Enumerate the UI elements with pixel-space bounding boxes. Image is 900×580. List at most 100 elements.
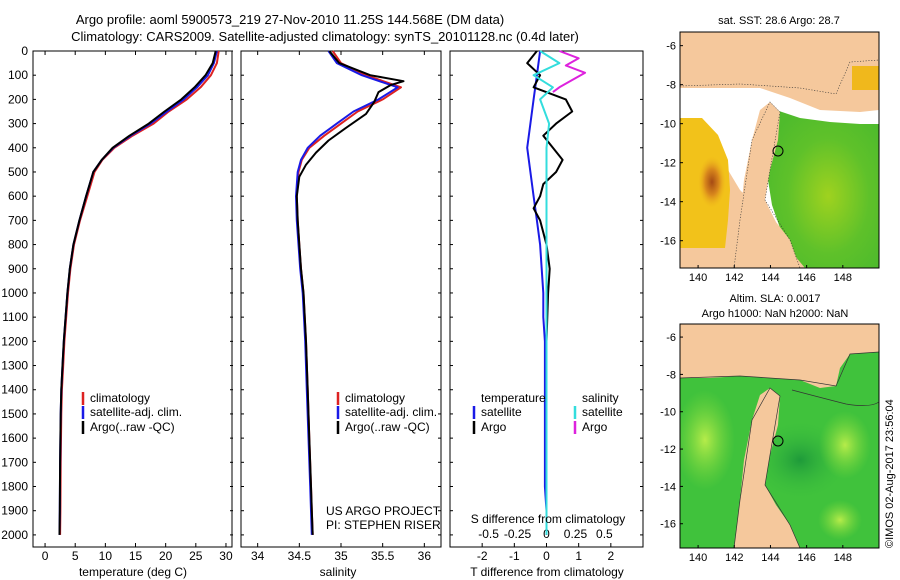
map-y-tick-label: -6 (666, 41, 676, 53)
x-tick-label: 34 (251, 549, 265, 563)
difference-panel: -2 -1 0 1 2-0.5 -0.25 0 0.25 0.5 (477, 50, 614, 563)
map-y-tick-label: -8 (666, 369, 676, 381)
map-y-tick-label: -14 (660, 197, 676, 209)
sla-map-high-3 (680, 390, 735, 490)
sla-map-coastline (680, 351, 879, 548)
legend-title-temperature: temperature (481, 391, 546, 405)
depth-tick-label: 1400 (1, 383, 28, 397)
map-y-tick-label: -8 (666, 80, 676, 92)
sla-map-axes: 140 142 144 146 148 -6 -8 -10 -12 -14 -16 (660, 332, 852, 564)
legend-title-salinity: salinity (582, 391, 619, 405)
series-line-argo-raw-qc- (295, 50, 405, 535)
map-x-tick-label: 142 (725, 552, 743, 564)
project-annotation-line2: PI: STEPHEN RISER (326, 518, 441, 532)
map-x-tick-label: 140 (689, 272, 707, 284)
depth-tick-label: 500 (8, 165, 28, 179)
depth-tick-label: 1900 (1, 504, 28, 518)
x-tick-label: 10 (99, 549, 113, 563)
depth-tick-label: 1100 (2, 310, 28, 324)
imos-watermark: ©IMOS 02-Aug-2017 23:56:04 (884, 399, 896, 548)
s-tick-label: -0.25 (504, 527, 532, 541)
legend-label-argo: Argo(..raw -QC) (345, 420, 430, 434)
argo-float-marker (772, 145, 784, 157)
series-line-satellite-adj-clim- (295, 50, 399, 535)
salinity-legend: climatology satellite-adj. clim. Argo(..… (336, 391, 437, 434)
depth-tick-label: 0 (21, 44, 28, 58)
x-tick-label: 36 (418, 549, 432, 563)
legend-label-s-argo: Argo (582, 420, 608, 434)
sla-map-new-guinea (680, 324, 879, 388)
x-tick-label: 20 (159, 549, 173, 563)
t-tick-label: -2 (477, 549, 488, 563)
x-tick-label: 35 (334, 549, 348, 563)
legend-label-s-satellite: satellite (582, 405, 623, 419)
x-tick-label: 25 (189, 549, 203, 563)
sst-map-axes: 140 142 144 146 148 -6 -8 -10 -12 -14 -16 (660, 41, 852, 284)
legend-label-t-argo: Argo (481, 420, 507, 434)
sst-map (680, 32, 879, 268)
sst-map-warm-patch (698, 156, 726, 208)
t-tick-label: 1 (575, 549, 582, 563)
map-x-tick-label: 146 (797, 552, 815, 564)
map-y-tick-label: -12 (660, 444, 676, 456)
legend-label-argo: Argo(..raw -QC) (90, 420, 175, 434)
depth-tick-label: 900 (8, 262, 28, 276)
depth-tick-label: 1200 (1, 334, 28, 348)
series-line-climatology (295, 50, 402, 535)
depth-tick-label: 700 (8, 213, 28, 227)
depth-tick-label: 300 (8, 117, 28, 131)
series-line-t-argo (526, 50, 574, 535)
legend-label-climatology: climatology (90, 391, 150, 405)
salinity-panel-frame (240, 50, 442, 548)
map-y-tick-label: -6 (666, 332, 676, 344)
temperature-axis-label: temperature (deg C) (79, 565, 187, 579)
sst-map-new-guinea (680, 32, 879, 96)
salinity-axis-label: salinity (320, 565, 357, 579)
sla-map-title-line1: Altim. SLA: 0.0017 (729, 293, 820, 305)
t-tick-label: 2 (607, 549, 614, 563)
temperature-panel: 0 5 10 15 20 25 30 (42, 50, 233, 563)
depth-tick-label: 600 (8, 189, 28, 203)
map-x-tick-label: 148 (834, 272, 852, 284)
depth-tick-label: 1500 (1, 407, 28, 421)
x-tick-label: 0 (42, 549, 49, 563)
legend-label-t-satellite: satellite (481, 405, 522, 419)
depth-tick-label: 1700 (1, 455, 28, 469)
map-x-tick-label: 144 (761, 552, 779, 564)
depth-tick-label: 200 (8, 92, 28, 106)
figure-title-line2: Climatology: CARS2009. Satellite-adjuste… (71, 29, 579, 44)
temperature-panel-frame (32, 50, 233, 548)
map-y-tick-label: -14 (660, 481, 676, 493)
legend-label-satellite: satellite-adj. clim. (90, 405, 182, 419)
t-tick-label: -1 (509, 549, 520, 563)
series-line-satellite-adj-clim- (58, 50, 218, 535)
sst-map-coastline (680, 59, 879, 268)
s-difference-axis-label: S difference from climatology (471, 512, 626, 526)
depth-tick-label: 400 (8, 141, 28, 155)
figure-title-line1: Argo profile: aoml 5900573_219 27-Nov-20… (76, 12, 504, 27)
sla-map (680, 324, 879, 548)
map-x-tick-label: 140 (689, 552, 707, 564)
map-x-tick-label: 148 (834, 552, 852, 564)
map-y-tick-label: -12 (660, 158, 676, 170)
sst-map-frame (679, 31, 880, 269)
legend-label-climatology: climatology (345, 391, 405, 405)
series-line-s-satellite (532, 50, 561, 535)
series-line-climatology (59, 50, 220, 535)
s-tick-label: -0.5 (478, 527, 499, 541)
s-tick-label: 0.25 (564, 527, 588, 541)
sla-map-title-line2: Argo h1000: NaN h2000: NaN (702, 308, 849, 320)
depth-tick-label: 800 (8, 238, 28, 252)
map-y-tick-label: -10 (660, 119, 676, 131)
sst-map-coral-sea-sst (766, 108, 879, 268)
x-tick-label: 35.5 (371, 549, 395, 563)
series-line-s-argo (552, 50, 587, 93)
legend-label-satellite: satellite-adj. clim. (345, 405, 437, 419)
x-tick-label: 30 (219, 549, 233, 563)
depth-axis: 0 100 200 300 400 500 600 700 800 900 1000 1100 1200… (1, 44, 643, 542)
t-difference-axis-label: T difference from climatology (470, 565, 624, 579)
depth-tick-label: 1000 (1, 286, 28, 300)
map-x-tick-label: 144 (761, 272, 779, 284)
sla-map-frame (679, 323, 880, 549)
